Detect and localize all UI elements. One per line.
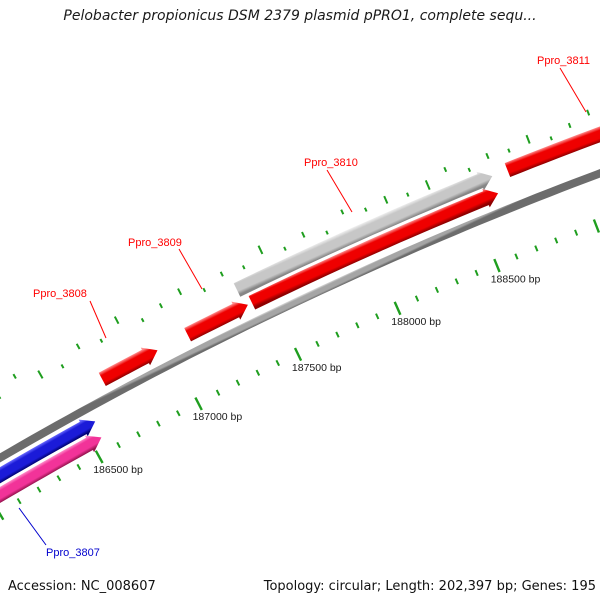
ruler-tick	[255, 369, 261, 376]
ruler-tick	[514, 253, 519, 260]
ruler-tick	[56, 475, 62, 482]
gene-arrow-magenta[interactable]	[0, 435, 102, 518]
gene-label-ppro_3808[interactable]: Ppro_3808	[33, 288, 87, 300]
ruler-tick	[534, 245, 539, 252]
ruler-tick	[554, 237, 559, 244]
ruler-tick	[454, 278, 459, 285]
outer-tick	[340, 209, 345, 215]
gene-arrow-ppro-3808[interactable]	[98, 347, 158, 386]
plasmid-backbone	[0, 169, 600, 463]
label-leader-line	[89, 300, 107, 339]
ruler-tick	[215, 389, 221, 396]
ruler-tick	[194, 397, 203, 411]
outer-tick	[60, 364, 65, 369]
ruler-tick	[235, 379, 241, 386]
ruler-tick	[176, 410, 181, 417]
ruler-tick	[156, 420, 161, 427]
bp-position-label: 188500 bp	[491, 274, 541, 286]
ruler-tick	[116, 441, 121, 449]
ruler-tick	[0, 511, 5, 521]
outer-tick	[325, 230, 329, 235]
ruler-tick	[16, 497, 22, 505]
outer-tick	[219, 271, 224, 277]
outer-tick	[12, 373, 17, 379]
bp-position-label: 187000 bp	[193, 411, 243, 423]
bp-position-label: 186500 bp	[93, 464, 143, 476]
topology-text: Topology: circular; Length: 202,397 bp; …	[263, 579, 596, 594]
outer-tick	[586, 109, 591, 116]
status-bar: Accession: NC_008607 Topology: circular;…	[0, 579, 600, 594]
outer-tick	[443, 166, 448, 173]
ruler-tick	[315, 340, 320, 348]
outer-tick	[158, 302, 163, 309]
gene-label-ppro_3807[interactable]: Ppro_3807	[46, 547, 100, 559]
ruler-tick	[393, 301, 402, 316]
ruler-tick	[592, 219, 600, 233]
gene-arrow-ppro-3807[interactable]	[0, 419, 96, 504]
ruler-tick	[375, 313, 380, 320]
outer-tick	[485, 152, 490, 160]
ruler-tick	[136, 431, 141, 438]
outer-tick	[301, 231, 306, 238]
outer-tick	[283, 246, 287, 251]
outer-tick	[567, 122, 572, 129]
outer-tick	[549, 136, 553, 141]
outer-tick	[113, 316, 120, 325]
ruler-tick	[36, 486, 42, 493]
outer-tick	[140, 317, 145, 323]
gene-label-ppro_3811[interactable]: Ppro_3811	[537, 55, 590, 67]
label-leader-line	[326, 169, 353, 213]
outer-tick	[525, 134, 531, 144]
bp-position-label: 187500 bp	[292, 362, 342, 374]
bp-position-label: 188000 bp	[391, 316, 441, 328]
label-leader-line	[18, 507, 47, 546]
gene-arrow-ppro-3810[interactable]	[248, 188, 499, 310]
ruler-tick	[94, 450, 104, 464]
outer-tick	[99, 338, 104, 343]
outer-tick	[507, 148, 511, 153]
label-leader-line	[178, 248, 203, 290]
label-leader-line	[559, 67, 587, 113]
gene-arrow-ppro-3809[interactable]	[184, 301, 248, 342]
ruler-tick	[414, 295, 420, 302]
outer-tick	[202, 287, 207, 293]
outer-tick	[383, 195, 389, 204]
outer-tick	[363, 207, 368, 212]
ruler-tick	[293, 347, 303, 362]
outer-tick	[424, 180, 431, 190]
outer-tick	[257, 245, 264, 255]
ruler-tick	[355, 322, 360, 329]
ruler-tick	[474, 269, 479, 277]
gene-arrow-ppro-3811[interactable]	[504, 115, 600, 177]
gene-arrow-gray[interactable]	[233, 171, 493, 297]
outer-tick	[75, 343, 81, 350]
gene-label-ppro_3810[interactable]: Ppro_3810	[304, 157, 358, 169]
ruler-tick	[574, 229, 579, 236]
ruler-tick	[434, 286, 440, 293]
outer-tick	[406, 192, 410, 197]
sequence-title: Pelobacter propionicus DSM 2379 plasmid …	[63, 8, 537, 24]
outer-tick	[467, 167, 472, 173]
ruler-tick	[275, 359, 280, 367]
gene-label-ppro_3809[interactable]: Ppro_3809	[128, 237, 182, 249]
ruler-tick	[76, 463, 82, 471]
ruler-tick	[493, 258, 501, 273]
outer-tick	[241, 265, 246, 270]
accession-text: Accession: NC_008607	[8, 579, 156, 594]
outer-tick	[37, 370, 44, 379]
ruler-tick	[335, 331, 340, 338]
outer-tick	[177, 288, 183, 296]
